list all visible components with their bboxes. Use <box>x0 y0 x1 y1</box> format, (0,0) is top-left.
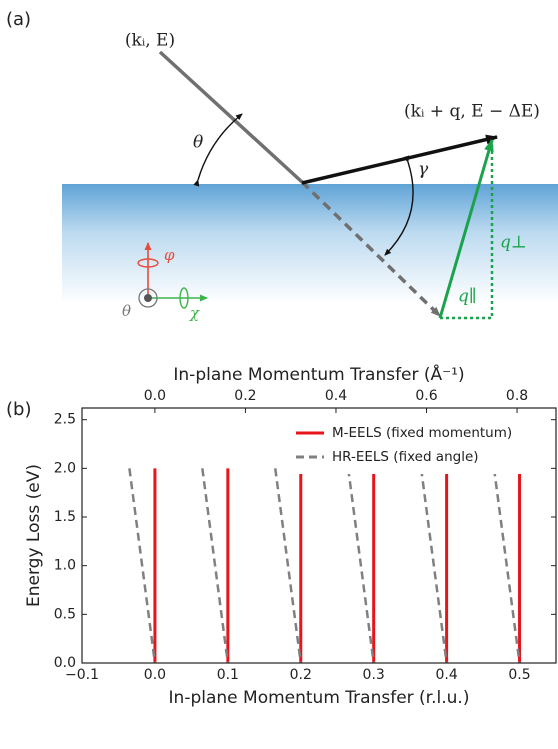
x-tick-label: 0.5 <box>508 667 530 683</box>
chi-label: χ <box>189 304 200 322</box>
scattered-beam <box>301 134 498 185</box>
y-tick-label: 0.5 <box>54 606 76 622</box>
chi-rotation <box>179 287 189 309</box>
theta-axis <box>144 294 152 302</box>
legend-label: HR-EELS (fixed angle) <box>332 449 479 465</box>
incident-label: (kᵢ, E) <box>125 31 175 51</box>
panel-label: (a) <box>6 9 31 30</box>
q-vector <box>438 139 494 319</box>
x-tick-label: 0.1 <box>217 667 239 683</box>
scattered-label: (kᵢ + q, E − ΔE) <box>404 102 540 122</box>
x2-tick-label: 0.4 <box>325 388 347 404</box>
y-tick-label: 2.5 <box>54 412 76 428</box>
q-perp-label: q⊥ <box>500 233 527 253</box>
gamma-arc <box>384 155 414 256</box>
x-tick-label: 0.0 <box>144 667 166 683</box>
gamma-label: γ <box>418 160 429 180</box>
y-axis-label: Energy Loss (eV) <box>24 464 44 607</box>
panel-label: (b) <box>6 399 31 420</box>
legend <box>286 418 548 474</box>
series-line <box>153 468 522 663</box>
x2-axis-label: In-plane Momentum Transfer (Å⁻¹) <box>173 363 464 385</box>
legend-label: M-EELS (fixed momentum) <box>332 425 512 441</box>
plot-frame <box>81 407 557 664</box>
transmitted-beam <box>300 180 442 318</box>
phi-rotation <box>137 258 159 268</box>
x2-tick-label: 0.0 <box>144 388 166 404</box>
x2-tick-label: 0.2 <box>234 388 256 404</box>
x-tick-label: 0.3 <box>363 667 385 683</box>
phi-label: φ <box>164 246 175 264</box>
surface <box>62 184 558 304</box>
x-axis-label: In-plane Momentum Transfer (r.l.u.) <box>169 688 470 708</box>
x2-tick-label: 0.6 <box>415 388 437 404</box>
y-tick-label: 1.5 <box>54 509 76 525</box>
chart: −0.1 0.0 0.1 0.2 0.3 0.4 0.50.0 0.2 0.4 0.6 0.80.0… <box>24 363 557 708</box>
theta-arc <box>193 113 243 187</box>
incident-beam <box>158 50 304 184</box>
theta-label: θ <box>193 133 203 153</box>
y-tick-label: 0.0 <box>54 655 76 671</box>
x-tick-label: 0.4 <box>435 667 457 683</box>
theta-axis-label: θ <box>122 302 131 320</box>
y-tick-label: 2.0 <box>54 460 76 476</box>
panel-a: (a) (kᵢ, E) θ (kᵢ + q, E − ΔE) γ q⊥ q∥ φ… <box>6 9 558 322</box>
x2-tick-label: 0.8 <box>506 388 528 404</box>
q-par-label: q∥ <box>458 287 477 307</box>
x-tick-label: 0.2 <box>290 667 312 683</box>
x-tick-label: −0.1 <box>65 667 99 683</box>
y-tick-label: 1.0 <box>54 558 76 574</box>
series-line <box>128 468 521 664</box>
q-components <box>440 140 494 320</box>
theta-rotation <box>138 288 158 308</box>
rotation-axes: φ χ θ <box>122 242 208 322</box>
